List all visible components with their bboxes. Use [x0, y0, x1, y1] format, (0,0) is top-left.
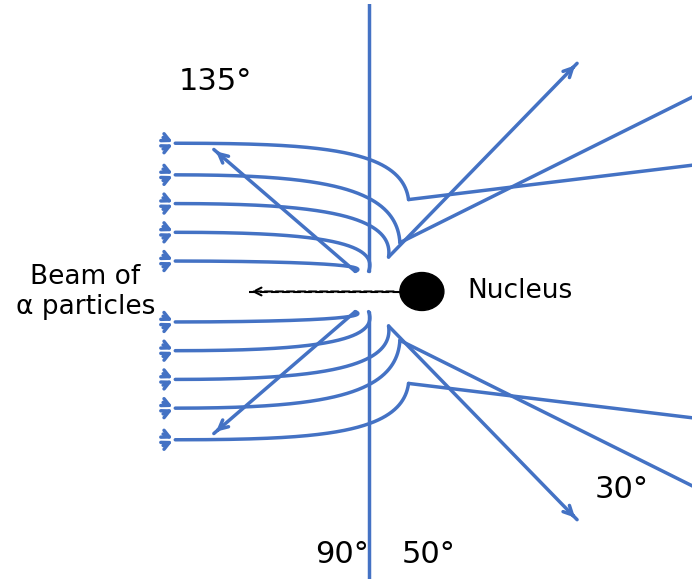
Text: 135°: 135°: [179, 67, 252, 96]
Text: 50°: 50°: [402, 540, 455, 569]
Text: 30°: 30°: [595, 475, 649, 504]
Text: Beam of
α particles: Beam of α particles: [15, 264, 155, 319]
Text: Nucleus: Nucleus: [467, 279, 573, 304]
Text: 90°: 90°: [315, 540, 369, 569]
Circle shape: [400, 272, 444, 311]
